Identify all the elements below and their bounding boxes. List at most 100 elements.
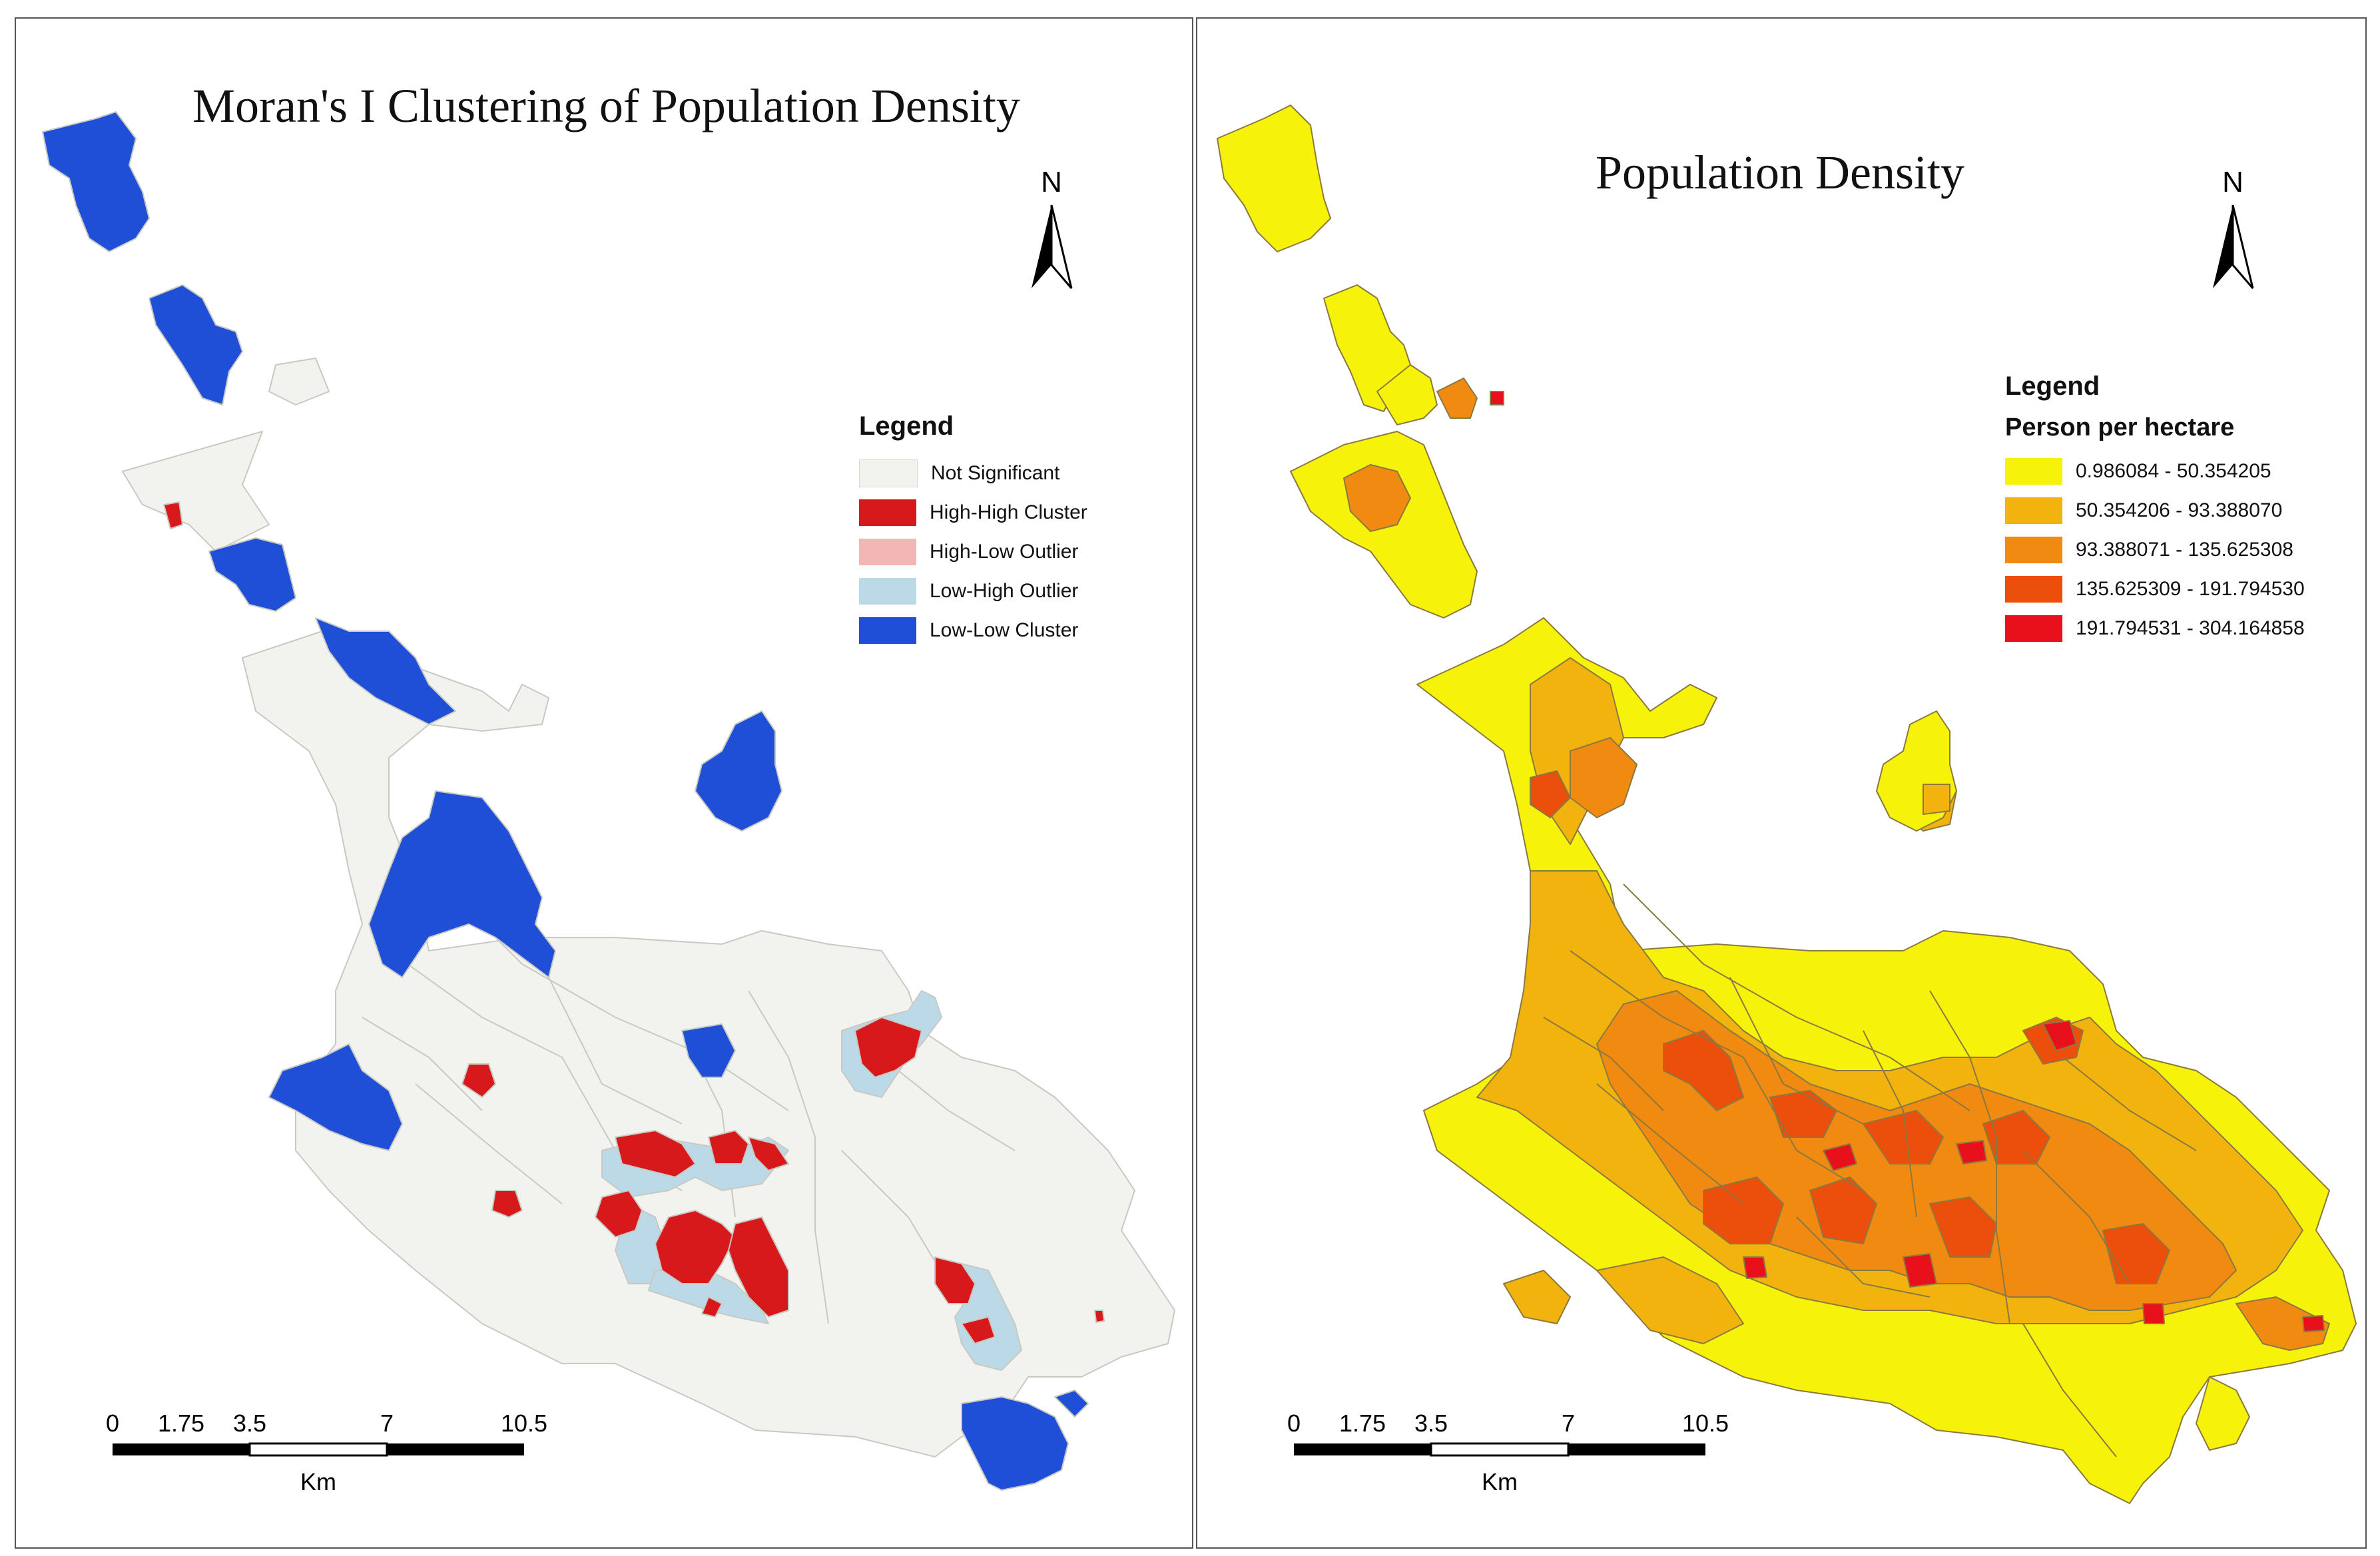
density-region [1343, 464, 1411, 532]
density-region [1530, 770, 1571, 818]
scale-tick: 10.5 [1682, 1410, 1729, 1437]
scale-tick: 1.75 [1339, 1410, 1386, 1437]
north-label: N [2222, 166, 2243, 198]
high-high-cluster [461, 1063, 496, 1098]
density-region [1490, 391, 1504, 405]
legend-swatch [859, 617, 916, 644]
high-high-cluster [854, 1017, 922, 1078]
legend-item: 93.388071 - 135.625308 [2005, 530, 2305, 569]
legend: Legend Person per hectare 0.986084 - 50.… [2005, 372, 2305, 648]
scale-tick: 0 [1287, 1410, 1301, 1437]
density-region [1743, 1256, 1767, 1279]
scale-tick: 1.75 [158, 1410, 204, 1437]
density-region [1929, 1196, 1997, 1258]
density-region [2142, 1303, 2165, 1324]
legend-label: High-Low Outlier [930, 540, 1079, 563]
legend-swatch [859, 459, 918, 487]
legend-item: 135.625309 - 191.794530 [2005, 569, 2305, 609]
scale-tick: 7 [1562, 1410, 1575, 1437]
legend-label: High-High Cluster [930, 501, 1087, 523]
region-not-significant [122, 431, 270, 552]
legend-label: Not Significant [931, 461, 1060, 484]
high-high-cluster [701, 1296, 723, 1318]
scale-tick: 0 [106, 1410, 119, 1437]
legend-swatch [2005, 536, 2062, 563]
legend-title: Legend [859, 411, 954, 441]
population-density-map-panel: 0 1.75 3.5 7 10.5 Km Population Density … [1196, 17, 2367, 1549]
legend-swatch [2005, 457, 2062, 485]
low-low-cluster [961, 1396, 1069, 1491]
density-region [2196, 1376, 2250, 1451]
moran-cluster-map: 0 1.75 3.5 7 10.5 Km [42, 111, 1175, 1495]
map-title: Population Density [1596, 146, 1964, 199]
scale-unit: Km [300, 1468, 336, 1495]
density-region [1863, 1110, 1944, 1165]
legend-label: 50.354206 - 93.388070 [2076, 499, 2283, 521]
high-high-cluster [934, 1256, 976, 1304]
legend-item: High-Low Outlier [859, 532, 1087, 571]
legend-item: 50.354206 - 93.388070 [2005, 491, 2305, 530]
scale-bar [1294, 1442, 1705, 1457]
legend-swatch [2005, 615, 2062, 642]
density-region [1436, 378, 1478, 419]
high-high-cluster [748, 1137, 789, 1171]
legend-swatch [859, 538, 916, 565]
low-low-cluster [42, 111, 150, 252]
legend-label: 93.388071 - 135.625308 [2076, 538, 2293, 561]
density-region [1663, 1030, 1744, 1111]
density-region [1923, 784, 1950, 815]
legend-item: Not Significant [859, 453, 1087, 493]
high-high-cluster [961, 1316, 996, 1344]
population-density-map: 0 1.75 3.5 7 10.5 Km [1217, 105, 2357, 1504]
low-low-cluster [268, 1043, 403, 1151]
density-region [1217, 105, 1331, 252]
legend-item: High-High Cluster [859, 493, 1087, 532]
high-high-cluster [615, 1130, 696, 1178]
legend-label: 135.625309 - 191.794530 [2076, 577, 2305, 600]
density-region [1956, 1140, 1987, 1165]
density-region [1570, 737, 1637, 818]
legend-label: 0.986084 - 50.354205 [2076, 459, 2271, 482]
density-region [2302, 1315, 2325, 1332]
density-region [1376, 364, 1438, 425]
legend-swatch [859, 499, 916, 526]
legend-swatch [2005, 497, 2062, 524]
high-high-cluster [655, 1210, 736, 1284]
low-low-cluster [1054, 1390, 1089, 1418]
density-region [2235, 1296, 2330, 1351]
low-low-cluster [149, 284, 243, 405]
high-high-cluster [595, 1190, 643, 1238]
scale-tick: 7 [380, 1410, 394, 1437]
scale-tick: 3.5 [1414, 1410, 1448, 1437]
legend-label: Low-High Outlier [930, 579, 1079, 602]
legend-item: Low-Low Cluster [859, 611, 1087, 650]
scale-tick: 10.5 [501, 1410, 547, 1437]
density-region [1596, 1256, 1744, 1344]
high-high-cluster [491, 1190, 523, 1218]
density-region [1876, 710, 1957, 832]
density-region [1823, 1143, 1857, 1171]
density-region [1982, 1110, 2050, 1165]
moran-map-panel: 0 1.75 3.5 7 10.5 Km Moran's I Clusterin… [15, 17, 1193, 1549]
low-low-cluster [368, 790, 556, 978]
legend-item: Low-High Outlier [859, 571, 1087, 611]
low-low-cluster [315, 617, 456, 725]
map-title: Moran's I Clustering of Population Densi… [192, 79, 1020, 132]
density-region [1809, 1176, 1877, 1244]
low-low-cluster [681, 1023, 736, 1078]
scale-bar [113, 1442, 524, 1457]
high-high-cluster [1094, 1310, 1105, 1323]
legend-label: Low-Low Cluster [930, 619, 1079, 641]
north-arrow-icon: N [2213, 166, 2254, 289]
high-high-cluster [163, 501, 183, 529]
density-region [1903, 1253, 1937, 1288]
density-region [1503, 1270, 1571, 1324]
legend-subtitle: Person per hectare [2005, 413, 2235, 441]
low-low-cluster [695, 710, 782, 832]
legend-swatch [2005, 575, 2062, 603]
scale-unit: Km [1482, 1468, 1518, 1495]
legend-swatch [859, 577, 916, 605]
density-region [1703, 1176, 1784, 1244]
north-label: N [1041, 166, 1062, 198]
density-region [2102, 1223, 2170, 1284]
